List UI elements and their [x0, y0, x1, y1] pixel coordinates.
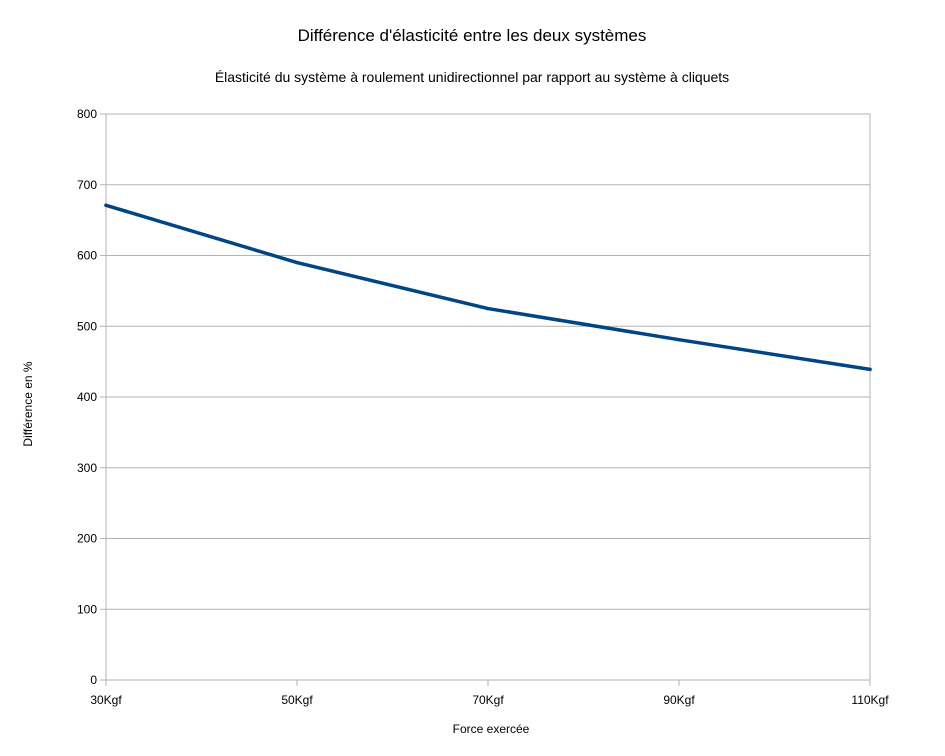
- x-tick-label: 90Kgf: [663, 693, 695, 707]
- y-tick-label: 400: [77, 390, 97, 404]
- x-axis-ticks: 30Kgf 50Kgf 70Kgf 90Kgf 110Kgf: [90, 680, 889, 707]
- x-tick-label: 50Kgf: [281, 693, 313, 707]
- y-axis-label: Différence en %: [21, 361, 35, 446]
- data-point: [868, 367, 872, 372]
- series-layer: [104, 203, 872, 372]
- y-tick-label: 100: [77, 602, 97, 616]
- x-tick-label: 30Kgf: [90, 693, 122, 707]
- data-point: [677, 337, 681, 342]
- x-tick-label: 110Kgf: [851, 693, 889, 707]
- y-tick-label: 0: [90, 673, 97, 687]
- y-axis-ticks: 0 100 200 300 400 500 600 700 800: [77, 107, 106, 687]
- x-axis-label: Force exercée: [453, 722, 530, 736]
- y-tick-label: 200: [77, 532, 97, 546]
- x-tick-label: 70Kgf: [472, 693, 504, 707]
- data-point: [104, 203, 108, 208]
- data-point: [486, 306, 490, 311]
- data-point: [295, 260, 299, 265]
- chart-subtitle: Élasticité du système à roulement unidir…: [215, 69, 729, 85]
- y-tick-label: 700: [77, 178, 97, 192]
- chart-title: Différence d'élasticité entre les deux s…: [298, 26, 647, 45]
- y-tick-label: 600: [77, 249, 97, 263]
- y-tick-label: 800: [77, 107, 97, 121]
- y-tick-label: 300: [77, 461, 97, 475]
- y-tick-label: 500: [77, 319, 97, 333]
